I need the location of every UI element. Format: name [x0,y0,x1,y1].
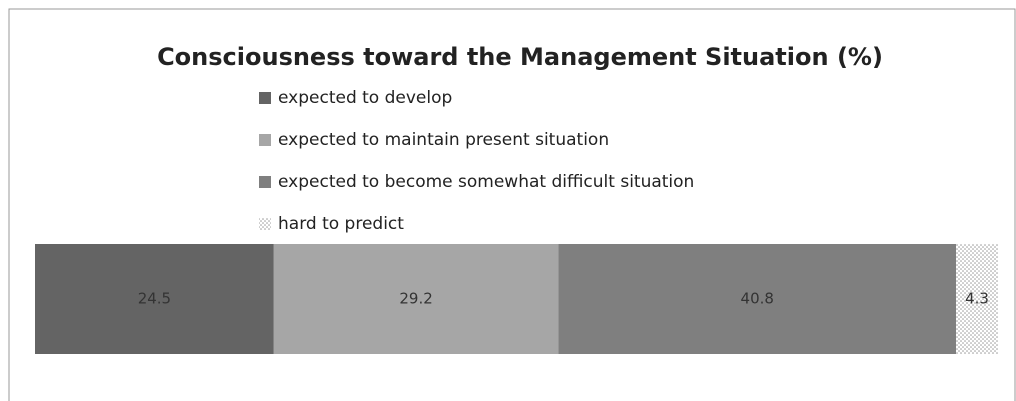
chart-title: Consciousness toward the Management Situ… [157,43,883,71]
value-label: 29.2 [399,290,432,308]
value-label: 40.8 [741,290,774,308]
legend-text: expected to maintain present situation [278,130,609,150]
legend-text: hard to predict [278,214,404,234]
value-label: 24.5 [138,290,171,308]
bar-segment [35,244,274,354]
frame [8,8,1016,401]
legend-text: expected to become somewhat difficult si… [278,172,694,192]
bar-segment [558,244,957,354]
legend-swatch [259,176,271,188]
legend-text: expected to develop [278,88,452,108]
bar-segment [956,244,998,354]
bar-segment [273,244,559,354]
legend-swatch [259,92,271,104]
value-label: 4.3 [965,290,989,308]
legend-swatch [259,134,271,146]
legend-swatch [259,218,271,230]
